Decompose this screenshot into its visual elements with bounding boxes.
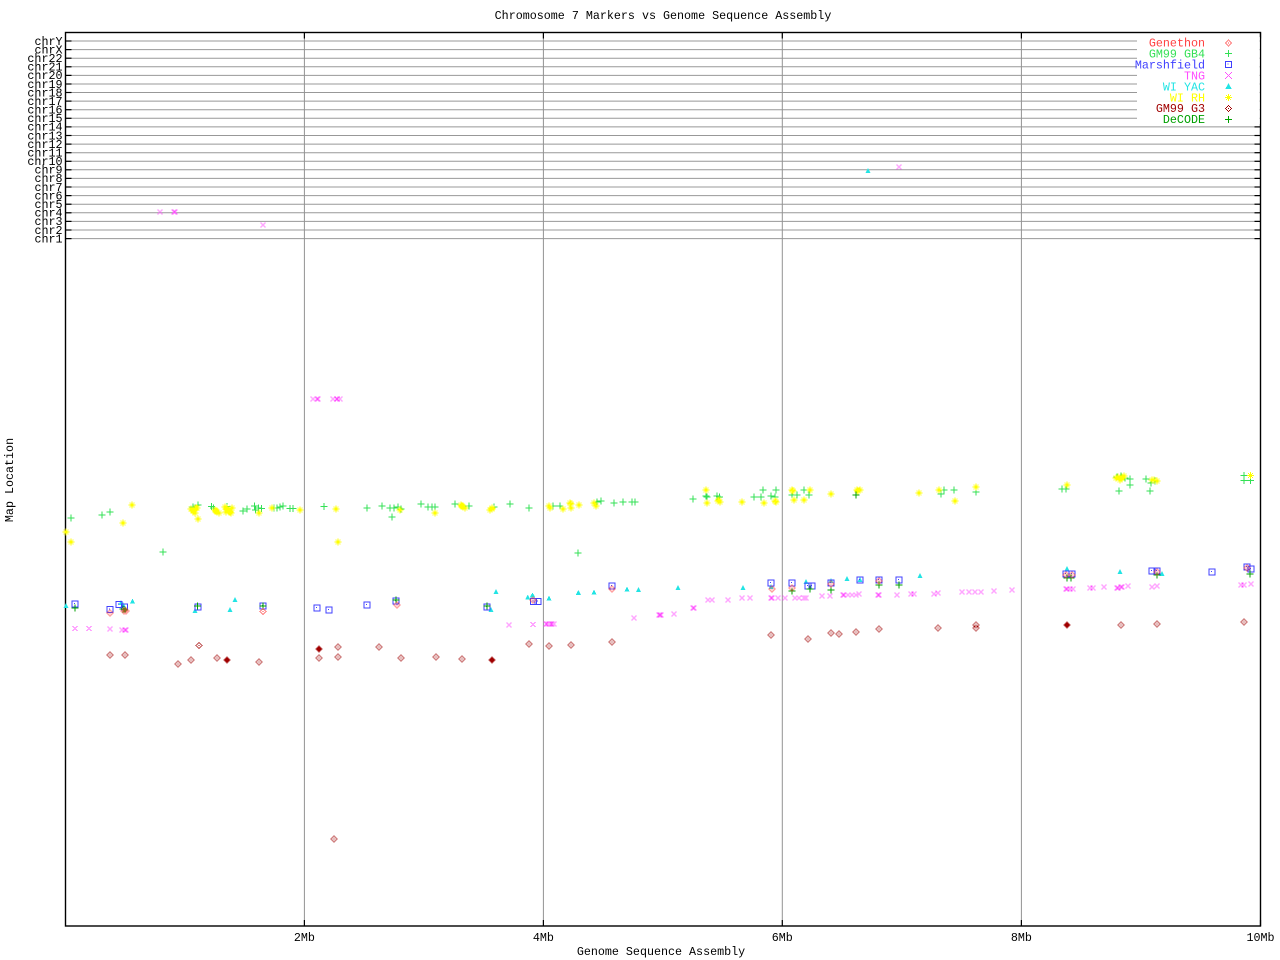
- svg-text:chrY: chrY: [34, 35, 62, 49]
- svg-text:chr7: chr7: [34, 181, 62, 195]
- svg-text:chr17: chr17: [27, 95, 62, 109]
- svg-text:chr9: chr9: [34, 164, 62, 178]
- svg-text:chr13: chr13: [27, 129, 62, 143]
- svg-text:chr14: chr14: [27, 121, 62, 135]
- svg-text:DeCODE: DeCODE: [1163, 113, 1205, 127]
- svg-text:chr10: chr10: [27, 155, 62, 169]
- svg-text:chr22: chr22: [27, 52, 62, 66]
- svg-text:chr6: chr6: [34, 189, 62, 203]
- svg-text:chr2: chr2: [34, 224, 62, 238]
- svg-text:chr18: chr18: [27, 86, 62, 100]
- svg-text:WI YAC: WI YAC: [1163, 80, 1205, 94]
- svg-text:Genome Sequence Assembly: Genome Sequence Assembly: [577, 945, 745, 959]
- svg-text:6Mb: 6Mb: [772, 931, 793, 945]
- svg-text:chr11: chr11: [27, 147, 62, 161]
- svg-text:chr5: chr5: [34, 198, 62, 212]
- svg-text:Marshfield: Marshfield: [1135, 59, 1205, 73]
- svg-text:chr4: chr4: [34, 207, 62, 221]
- svg-text:4Mb: 4Mb: [533, 931, 554, 945]
- svg-text:Chromosome 7 Markers vs Genome: Chromosome 7 Markers vs Genome Sequence …: [495, 9, 832, 23]
- svg-text:chr8: chr8: [34, 172, 62, 186]
- svg-text:chr1: chr1: [34, 232, 62, 246]
- svg-text:chr21: chr21: [27, 61, 62, 75]
- svg-text:Map Location: Map Location: [3, 438, 17, 522]
- svg-text:chr15: chr15: [27, 112, 62, 126]
- svg-text:10Mb: 10Mb: [1246, 931, 1274, 945]
- svg-text:chr20: chr20: [27, 69, 62, 83]
- svg-text:chrX: chrX: [34, 43, 62, 57]
- svg-text:chr16: chr16: [27, 104, 62, 118]
- svg-text:chr3: chr3: [34, 215, 62, 229]
- svg-text:TNG: TNG: [1184, 69, 1205, 83]
- svg-text:GM99 GB4: GM99 GB4: [1149, 48, 1205, 62]
- svg-text:chr12: chr12: [27, 138, 62, 152]
- svg-text:2Mb: 2Mb: [294, 931, 315, 945]
- svg-text:chr19: chr19: [27, 78, 62, 92]
- svg-text:GM99 G3: GM99 G3: [1156, 102, 1205, 116]
- svg-text:WI RH: WI RH: [1170, 91, 1205, 105]
- svg-text:Genethon: Genethon: [1149, 37, 1205, 51]
- svg-text:8Mb: 8Mb: [1011, 931, 1032, 945]
